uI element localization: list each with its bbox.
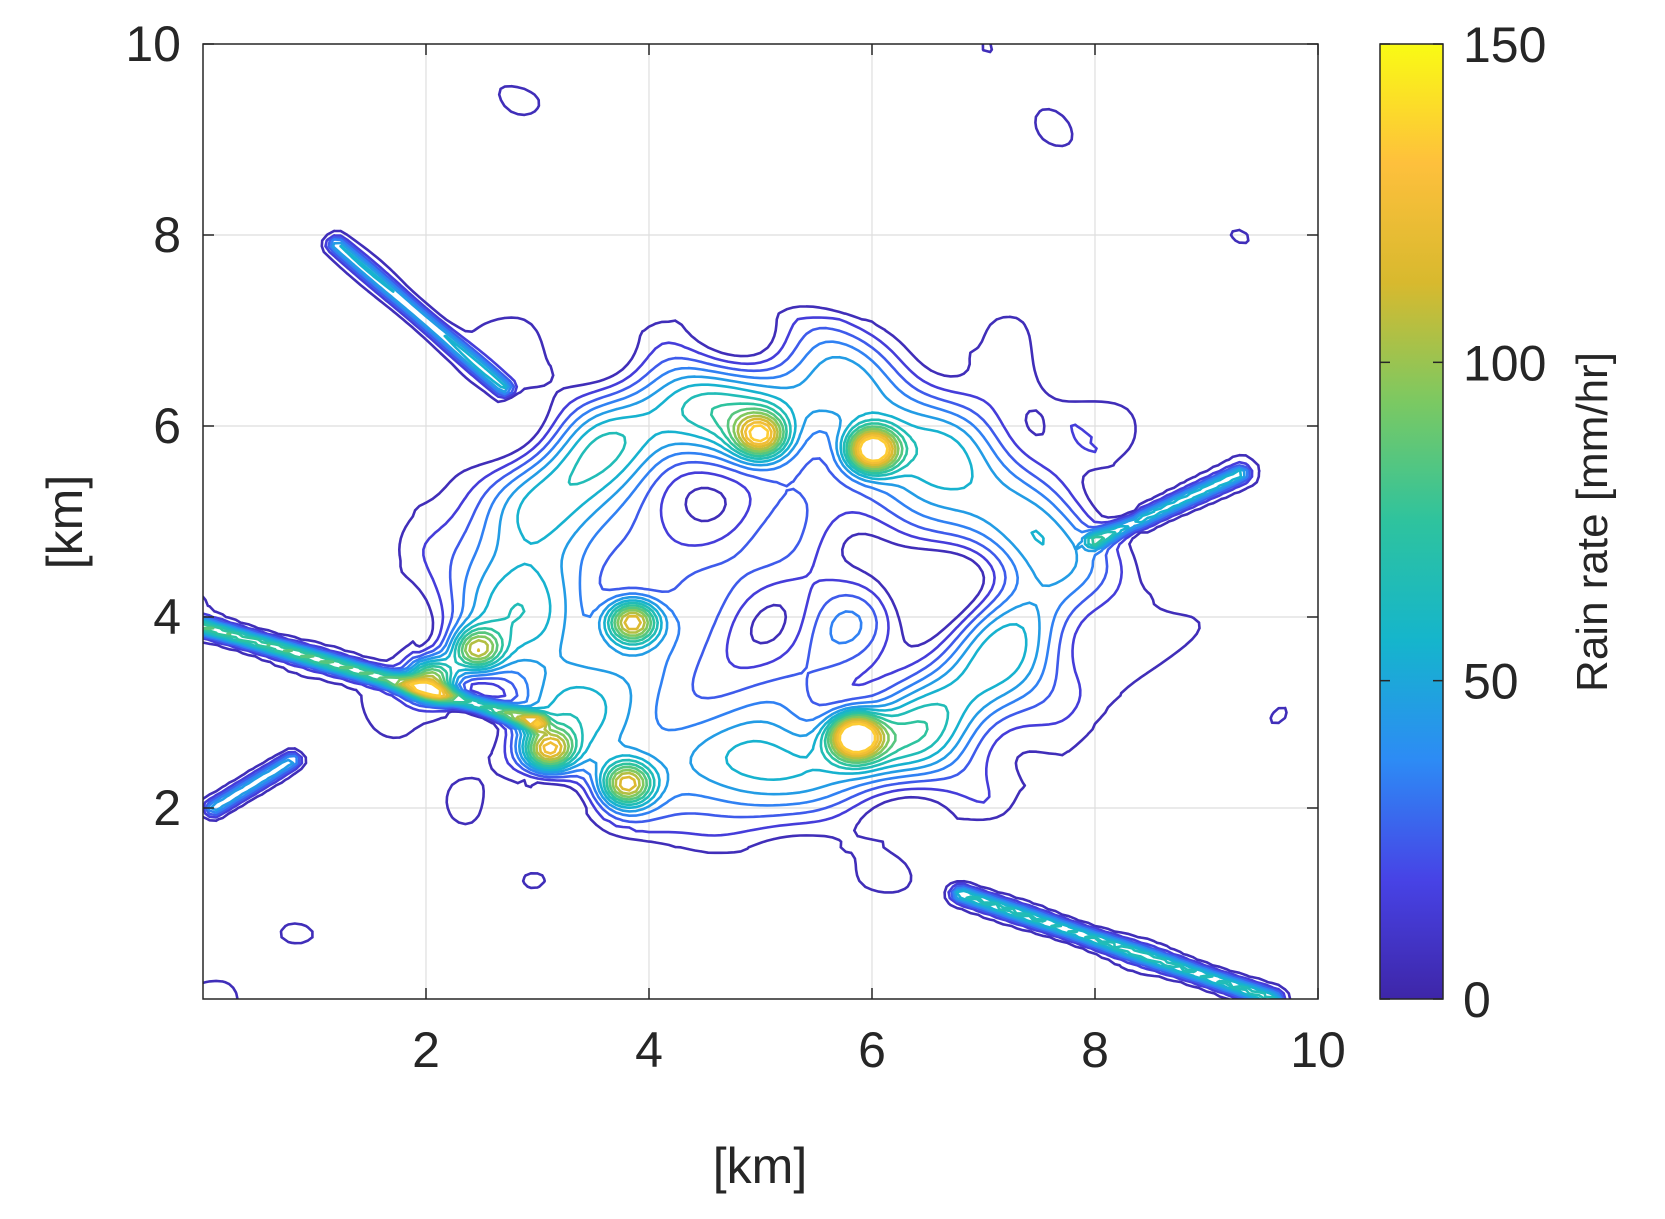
colorbar-tick-label: 100 xyxy=(1463,335,1546,391)
y-tick-label: 2 xyxy=(153,780,181,836)
x-tick-label: 8 xyxy=(1081,1022,1109,1078)
contour-level-25 xyxy=(203,236,1285,999)
y-tick-label: 4 xyxy=(153,589,181,645)
plot-frame xyxy=(202,43,1319,1000)
axes: 2 4 6 8 10 2 4 6 8 10 xyxy=(125,16,1345,1078)
contour-lines xyxy=(203,44,1292,999)
x-tick-label: 4 xyxy=(635,1022,663,1078)
contour-level-85 xyxy=(203,407,904,801)
colorbar-tick-label: 150 xyxy=(1463,17,1546,73)
y-tick-label: 8 xyxy=(153,207,181,263)
grid-lines xyxy=(203,44,1318,999)
contour-level-15 xyxy=(203,234,1287,999)
colorbar-gradient xyxy=(1379,43,1444,1000)
y-tick-label: 10 xyxy=(125,16,181,72)
colorbar: 0 50 100 150 Rain rate [mm/hr] xyxy=(1379,17,1617,1028)
x-axis-label: [km] xyxy=(713,1138,807,1194)
contour-level-95 xyxy=(394,411,900,799)
colorbar-tick-label: 50 xyxy=(1463,654,1519,710)
x-tick-label: 2 xyxy=(412,1022,440,1078)
x-tick-label: 6 xyxy=(858,1022,886,1078)
y-axis-label: [km] xyxy=(37,475,93,569)
contour-level-135 xyxy=(409,424,889,754)
contour-level-65 xyxy=(203,392,1276,999)
colorbar-tick-label: 0 xyxy=(1463,972,1491,1028)
y-tick-label: 6 xyxy=(153,398,181,454)
plot-area xyxy=(203,44,1318,999)
contour-level-5 xyxy=(203,44,1292,999)
contour-level-45 xyxy=(203,241,1282,999)
colorbar-label: Rain rate [mm/hr] xyxy=(1568,352,1617,692)
contour-level-55 xyxy=(203,244,1280,999)
x-tick-label: 10 xyxy=(1290,1022,1346,1078)
